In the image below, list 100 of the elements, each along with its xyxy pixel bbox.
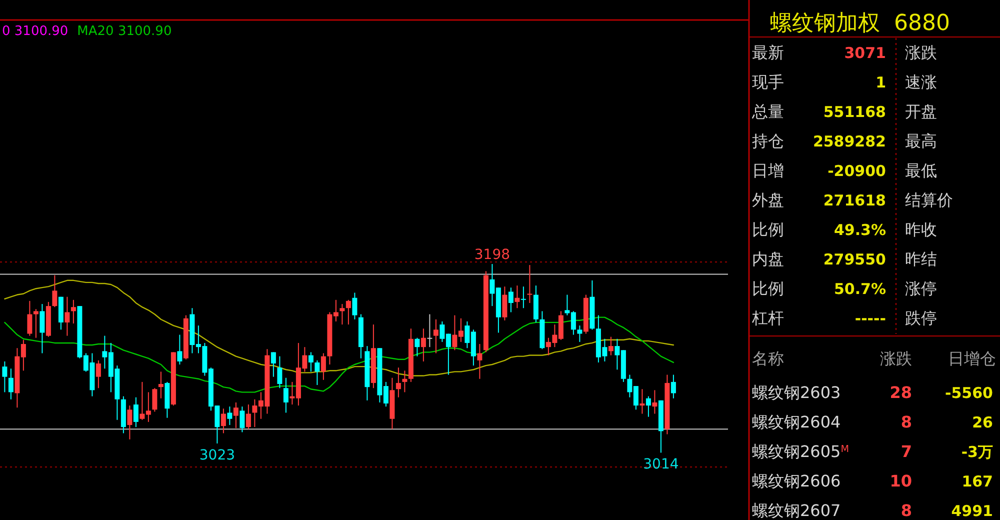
text: 最新 — [752, 43, 784, 62]
candlestick — [646, 396, 651, 418]
text: 螺纹钢2607 — [752, 501, 841, 520]
candlestick — [527, 264, 532, 304]
text: 名称 — [752, 349, 784, 368]
candlestick — [477, 343, 482, 380]
candlestick — [96, 360, 101, 389]
text: 内盘 — [752, 250, 784, 268]
text: 螺纹钢2605$^{M}$ — [752, 442, 849, 461]
text: 0 3100.90 — [2, 24, 68, 39]
text: 8 — [900, 501, 912, 520]
candlestick — [320, 352, 326, 380]
candlestick — [414, 337, 420, 357]
candlestick — [2, 360, 8, 393]
candlestick — [70, 299, 76, 324]
candlestick — [27, 300, 32, 336]
candlestick — [508, 287, 514, 313]
text: -5560 — [945, 384, 993, 402]
candlestick — [396, 367, 401, 398]
annotation: 3014 — [643, 456, 679, 473]
text: 总量 — [751, 102, 784, 121]
text: 10 — [890, 472, 912, 490]
candlestick — [152, 388, 158, 412]
candlestick — [346, 299, 351, 326]
text: 比例 — [752, 220, 784, 239]
candlestick — [608, 336, 614, 356]
text: 279550 — [823, 250, 886, 268]
text: 2589282 — [812, 132, 886, 150]
candlestick — [8, 368, 14, 400]
text: 8 — [900, 412, 912, 432]
text: 最低 — [905, 161, 937, 180]
candlestick — [502, 286, 508, 321]
text: 涨停 — [905, 279, 937, 298]
text: 50.7% — [834, 280, 886, 298]
candlestick — [133, 396, 138, 428]
text: 49.3% — [834, 221, 886, 239]
candlestick — [577, 325, 582, 342]
text: 比例 — [752, 279, 784, 298]
text: 4991 — [951, 502, 993, 520]
text: MA20 3100.90 — [77, 24, 172, 39]
candlestick — [270, 352, 276, 378]
candlestick — [514, 285, 520, 309]
candlestick — [402, 370, 408, 393]
candlestick — [640, 388, 645, 414]
candlestick — [277, 356, 282, 389]
candlestick — [233, 402, 238, 429]
text: 1 — [876, 74, 886, 92]
text: 涨跌 — [880, 349, 912, 368]
candlestick — [240, 406, 245, 433]
text: 螺纹钢2606 — [752, 472, 841, 490]
text: 结算价 — [905, 190, 953, 210]
text: 昨结 — [905, 250, 937, 268]
text: 螺纹钢加权 6880 — [770, 11, 950, 36]
text: 现手 — [752, 72, 784, 92]
text: 持仓 — [752, 132, 784, 150]
text: 最高 — [905, 132, 937, 150]
text: 167 — [962, 472, 993, 490]
text: 跌停 — [905, 308, 937, 328]
candlestick — [427, 314, 432, 348]
candlestick — [52, 274, 58, 308]
candlestick — [314, 360, 320, 386]
annotation: 3023 — [199, 447, 236, 464]
text: 日增 — [752, 161, 784, 180]
candlestick — [420, 328, 426, 362]
candlestick — [64, 296, 70, 336]
text: 开盘 — [905, 102, 937, 121]
annotation: 3198 — [474, 247, 510, 263]
text: 271618 — [823, 192, 886, 210]
candlestick — [177, 334, 182, 366]
text: 28 — [890, 383, 912, 402]
candlestick — [227, 406, 232, 426]
candlestick — [220, 408, 226, 434]
candlestick — [652, 390, 658, 414]
text: 螺纹钢2603 — [752, 383, 841, 402]
candlestick — [33, 308, 38, 338]
candlestick — [433, 318, 438, 354]
candlestick — [352, 292, 358, 320]
text: 551168 — [823, 103, 886, 121]
candlestick — [283, 377, 288, 414]
candlestick — [520, 286, 526, 309]
text: 涨跌 — [905, 43, 937, 62]
text: 日增仓 — [948, 349, 996, 368]
text: 26 — [972, 414, 993, 432]
text: -3万 — [961, 443, 993, 461]
text: 杠杆 — [751, 308, 784, 328]
text: -20900 — [828, 162, 886, 180]
text: 昨收 — [905, 220, 937, 239]
candlestick — [127, 405, 132, 440]
candlestick — [246, 404, 251, 430]
text: 外盘 — [752, 190, 784, 210]
candlestick — [670, 374, 676, 399]
text: 速涨 — [905, 72, 937, 92]
candlestick — [340, 303, 345, 326]
text: 7 — [900, 442, 912, 461]
text: 螺纹钢2604 — [752, 412, 841, 432]
candlestick — [308, 352, 314, 372]
candlestick — [158, 371, 164, 399]
candlestick — [40, 303, 45, 354]
text: ----- — [854, 310, 886, 328]
text: 3071 — [844, 44, 886, 62]
